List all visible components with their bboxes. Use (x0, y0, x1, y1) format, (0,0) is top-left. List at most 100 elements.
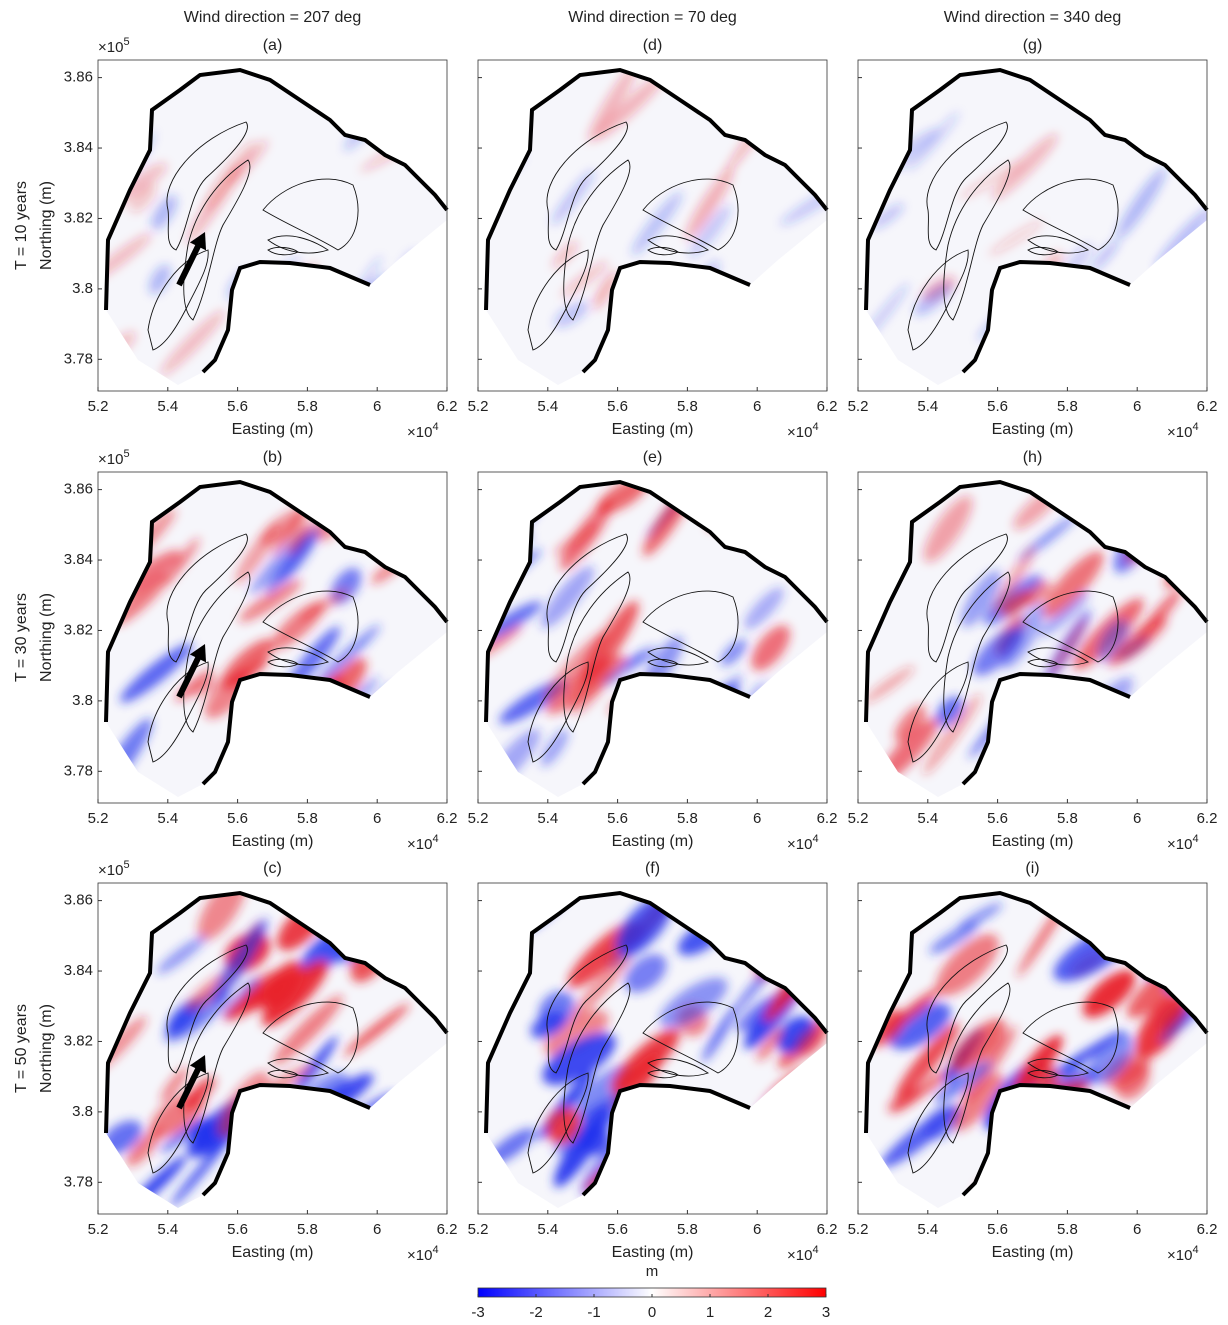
y-axis-label: Northing (m) (38, 181, 55, 270)
sandbank-contour (642, 590, 739, 663)
x-tick-label: 5.4 (157, 1221, 178, 1238)
x-multiplier-base: ×10 (787, 836, 812, 853)
sandbank-contour (183, 571, 251, 733)
panel: (i) 5.2 5.4 5.6 5.8 6 6.2 Easting (m) ×104 (848, 860, 1218, 1264)
coastline (864, 890, 1209, 1134)
x-multiplier-base: ×10 (407, 1247, 432, 1264)
field-blob (602, 652, 647, 687)
field-blob (888, 1002, 951, 1050)
panel: (g) 5.2 5.4 5.6 5.8 6 6.2 Easting (m) ×104 (848, 37, 1218, 441)
x-tick-label: 6.2 (1197, 1221, 1218, 1238)
x-tick-label: 5.4 (537, 810, 558, 827)
field-blob (995, 755, 1056, 797)
wind-arrow-head (189, 644, 207, 663)
field (486, 482, 827, 797)
sandbank-contour (1027, 1058, 1090, 1077)
panel-label: (g) (1023, 37, 1043, 54)
x-multiplier-exponent: 4 (1192, 421, 1198, 433)
field-blob (493, 503, 522, 528)
field-blob (914, 282, 953, 316)
x-tick-label: 5.4 (917, 1221, 938, 1238)
field-blob (650, 285, 703, 323)
field-blob (1038, 1135, 1073, 1173)
field-blob (540, 729, 569, 767)
row-title: T = 30 years (13, 593, 30, 682)
field-blob (1040, 682, 1079, 708)
field-blob (290, 753, 318, 782)
field-blob (1126, 1127, 1191, 1179)
field-blob (952, 1073, 1005, 1132)
field-blob (992, 545, 1036, 615)
field-blob (1115, 1060, 1150, 1100)
field-blob (224, 968, 298, 1021)
sandbank-contour (166, 121, 248, 251)
sandbank-contour (546, 944, 628, 1074)
panel-label: (d) (643, 37, 663, 54)
sandbank-contour (262, 178, 359, 251)
sandbank-contour (166, 944, 248, 1074)
axes-box (857, 471, 1208, 804)
row-title: T = 50 years (13, 1004, 30, 1093)
sandbank-contour (262, 590, 359, 663)
x-tick-label: 5.8 (297, 398, 318, 415)
x-tick-label: 6 (1133, 810, 1141, 827)
x-tick-label: 5.2 (848, 810, 869, 827)
field-blob (626, 352, 678, 384)
panel-label: (h) (1023, 449, 1043, 466)
wind-arrow (176, 239, 204, 287)
x-tick-label: 5.4 (917, 810, 938, 827)
field-blob (684, 316, 717, 350)
coastline (104, 67, 449, 311)
field-blob (742, 729, 789, 760)
field-blob (298, 743, 356, 797)
x-tick-label: 5.6 (987, 398, 1008, 415)
panel: (h) 5.2 5.4 5.6 5.8 6 6.2 Easting (m) ×104 (848, 449, 1218, 853)
field-blob (587, 70, 638, 143)
coastline (581, 259, 751, 374)
axes-box (857, 59, 1208, 392)
field-blob (129, 183, 157, 213)
field-blob (871, 203, 904, 229)
wind-arrow-head (189, 1055, 207, 1074)
field-blob (400, 1125, 447, 1197)
field-blob (343, 1003, 410, 1057)
field-blob (996, 1129, 1025, 1160)
x-tick-label: 6.2 (817, 1221, 838, 1238)
y-tick-label: 3.82 (64, 621, 93, 638)
field-blob (624, 954, 667, 993)
field-blob (288, 522, 313, 556)
field-blob (1088, 1032, 1134, 1085)
panel: (c) 5.2 5.4 5.6 5.8 6 6.2 3.78 3.8 3.82 3.84 3.86 Ea… (64, 859, 458, 1264)
colorbar-tick-label: -2 (529, 1304, 542, 1321)
field-blob (693, 684, 740, 736)
field-blob (1113, 70, 1153, 97)
field-blob (631, 191, 683, 256)
y-tick-label: 3.78 (64, 762, 93, 779)
sandbank-contour (527, 661, 589, 763)
sandbank-contour (1027, 1069, 1059, 1079)
sandbank-contour (907, 249, 969, 351)
field-blob (149, 264, 171, 295)
x-tick-label: 5.2 (848, 1221, 869, 1238)
field-blob (335, 1176, 371, 1208)
field-blob (722, 1120, 758, 1154)
y-multiplier-exponent: 5 (123, 36, 129, 48)
x-multiplier: ×104 (787, 1244, 819, 1264)
y-tick-label: 3.84 (64, 962, 93, 979)
sandbank-contour (563, 571, 631, 733)
field-blob (957, 902, 1003, 931)
field-blob (417, 482, 447, 525)
field-blob (1107, 616, 1168, 667)
field-blob (795, 1027, 826, 1057)
x-multiplier: ×104 (407, 833, 439, 853)
field-blob (551, 169, 595, 225)
field-blob (1135, 293, 1197, 344)
x-tick-label: 5.8 (297, 810, 318, 827)
sandbank-contour (1022, 1001, 1119, 1074)
sandbank-contour (647, 1058, 710, 1077)
sandbank-contour (147, 661, 209, 763)
sandbank-contour (907, 661, 969, 763)
field-blob (343, 80, 409, 151)
y-tick-label: 3.84 (64, 551, 93, 568)
field-blob (554, 301, 590, 328)
